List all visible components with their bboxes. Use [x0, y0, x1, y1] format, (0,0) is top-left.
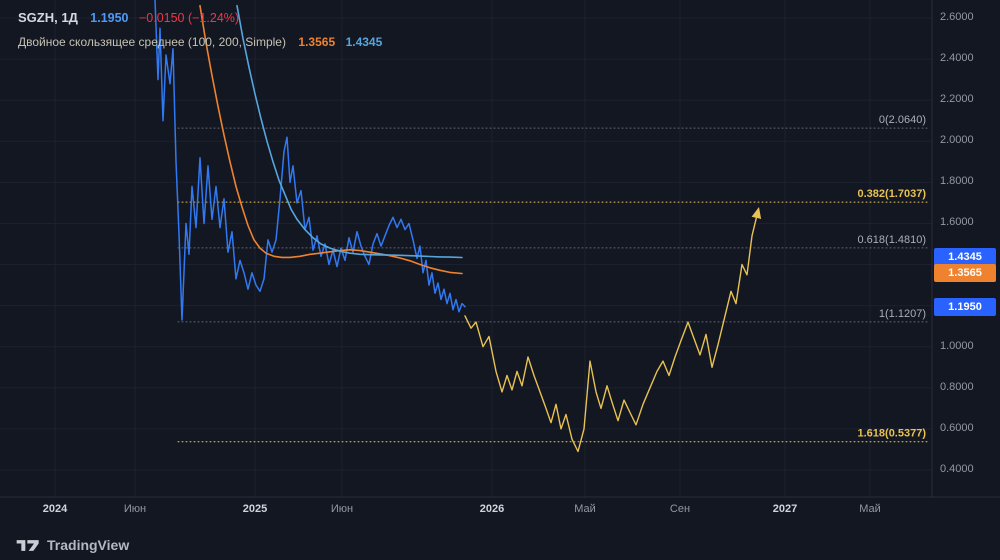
time-axis-label: Июн	[123, 503, 147, 515]
price-change-value: −0.0150 (−1.24%)	[138, 11, 240, 25]
time-axis-label: Май	[859, 503, 881, 515]
time-axis-label: 2026	[479, 503, 505, 515]
price-line-series[interactable]	[154, 0, 466, 321]
chart-legend: SGZH, 1Д 1.1950 −0.0150 (−1.24%) Двойное…	[18, 8, 382, 56]
symbol-title[interactable]: SGZH, 1Д	[18, 10, 78, 25]
time-axis-label: 2024	[42, 503, 68, 515]
indicator-legend-row: Двойное скользящее среднее (100, 200, Si…	[18, 32, 382, 51]
time-axis[interactable]: 2024 Июн 2025 Июн 2026 Май Сен 2027 Май	[0, 497, 1000, 523]
sma200-value: 1.4345	[345, 35, 383, 50]
fib-level-label[interactable]: 1.618(0.5377)	[858, 428, 927, 440]
last-price-value: 1.1950	[90, 11, 129, 25]
series-group	[154, 0, 762, 453]
symbol-legend-row: SGZH, 1Д 1.1950 −0.0150 (−1.24%)	[18, 8, 382, 27]
time-axis-label: Май	[574, 503, 596, 515]
fib-level-label[interactable]: 0.382(1.7037)	[858, 188, 927, 200]
fib-level-label[interactable]: 1(1.1207)	[879, 308, 926, 320]
time-axis-label: Сен	[669, 503, 691, 515]
fib-level-label[interactable]: 0.618(1.4810)	[858, 234, 927, 246]
sma100-value: 1.3565	[298, 35, 336, 50]
sma100-line[interactable]	[199, 4, 463, 275]
time-axis-label: Июн	[330, 503, 354, 515]
tradingview-logo-icon	[16, 539, 39, 551]
brand-name: TradingView	[47, 537, 130, 553]
projection-line[interactable]	[464, 207, 762, 453]
time-axis-label: 2025	[242, 503, 268, 515]
tradingview-branding[interactable]: TradingView	[16, 537, 129, 553]
time-axis-label: 2027	[772, 503, 798, 515]
sma200-line[interactable]	[236, 4, 463, 259]
fib-level-label[interactable]: 0(2.0640)	[879, 114, 926, 126]
indicator-title[interactable]: Двойное скользящее среднее (100, 200, Si…	[18, 35, 286, 50]
